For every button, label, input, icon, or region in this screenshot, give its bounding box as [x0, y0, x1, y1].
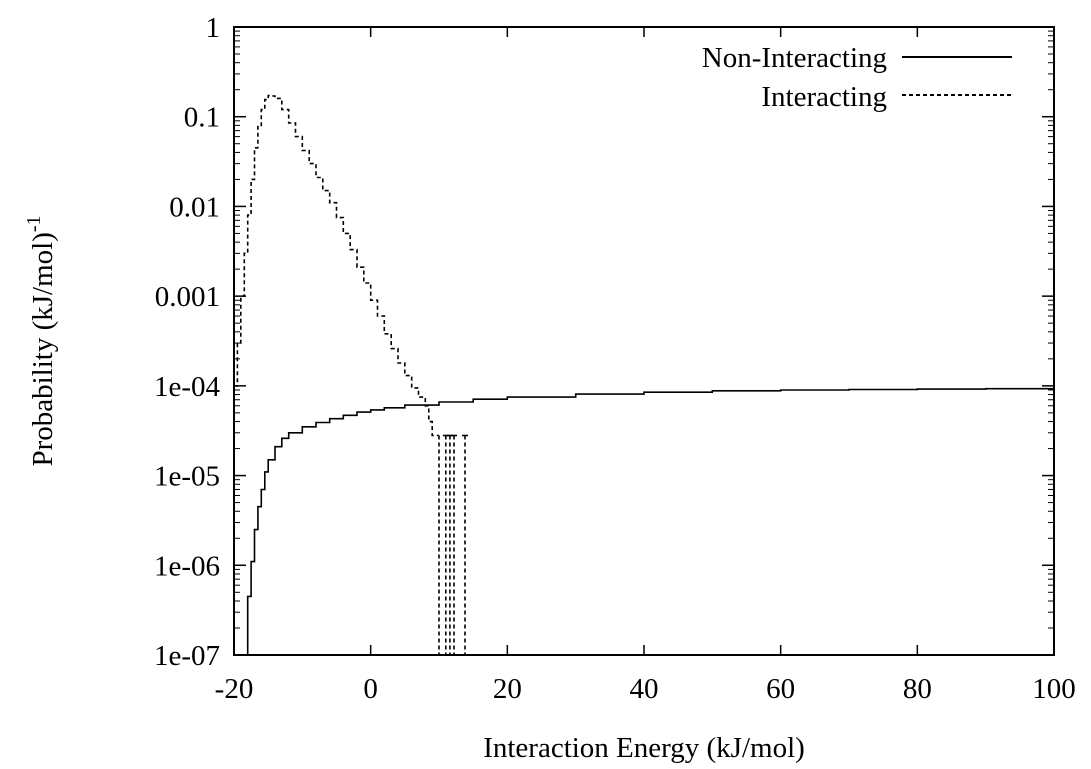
x-tick-label: 80 [903, 673, 932, 705]
y-tick-label: 1e-04 [154, 371, 221, 403]
legend-label-interacting: Interacting [761, 81, 887, 113]
y-tick-label: 1e-06 [154, 550, 220, 582]
legend-label-non-interacting: Non-Interacting [702, 42, 887, 74]
ticks-layer: -20 0 20 40 60 80 100 1e-07 1e-06 1e-05 1e-04 0.001… [154, 12, 1076, 705]
y-tick-label: 0.1 [184, 102, 220, 134]
x-tick-label: 100 [1032, 673, 1076, 705]
y-tick-label: 0.01 [169, 191, 220, 223]
x-tick-label: 20 [493, 673, 522, 705]
y-tick-label: 1e-07 [154, 640, 220, 672]
plot-frame [233, 26, 1055, 656]
legend: Non-Interacting Interacting [702, 42, 1012, 113]
y-axis-title-superscript: -1 [23, 215, 45, 232]
y-tick-label: 1e-05 [154, 461, 220, 493]
y-axis-title-main: Probability (kJ/mol) [27, 232, 59, 466]
x-tick-label: -20 [215, 673, 254, 705]
y-tick-label: 1 [206, 12, 221, 44]
x-tick-label: 40 [630, 673, 659, 705]
y-axis-title: Probability (kJ/mol)-1 [23, 215, 59, 466]
x-tick-label: 0 [363, 673, 378, 705]
series-layer [234, 94, 1055, 656]
x-axis-title: Interaction Energy (kJ/mol) [483, 732, 805, 764]
series-line-non-interacting [234, 387, 1055, 656]
x-tick-label: 60 [766, 673, 795, 705]
y-tick-label: 0.001 [155, 281, 220, 313]
series-line-interacting [234, 94, 439, 437]
